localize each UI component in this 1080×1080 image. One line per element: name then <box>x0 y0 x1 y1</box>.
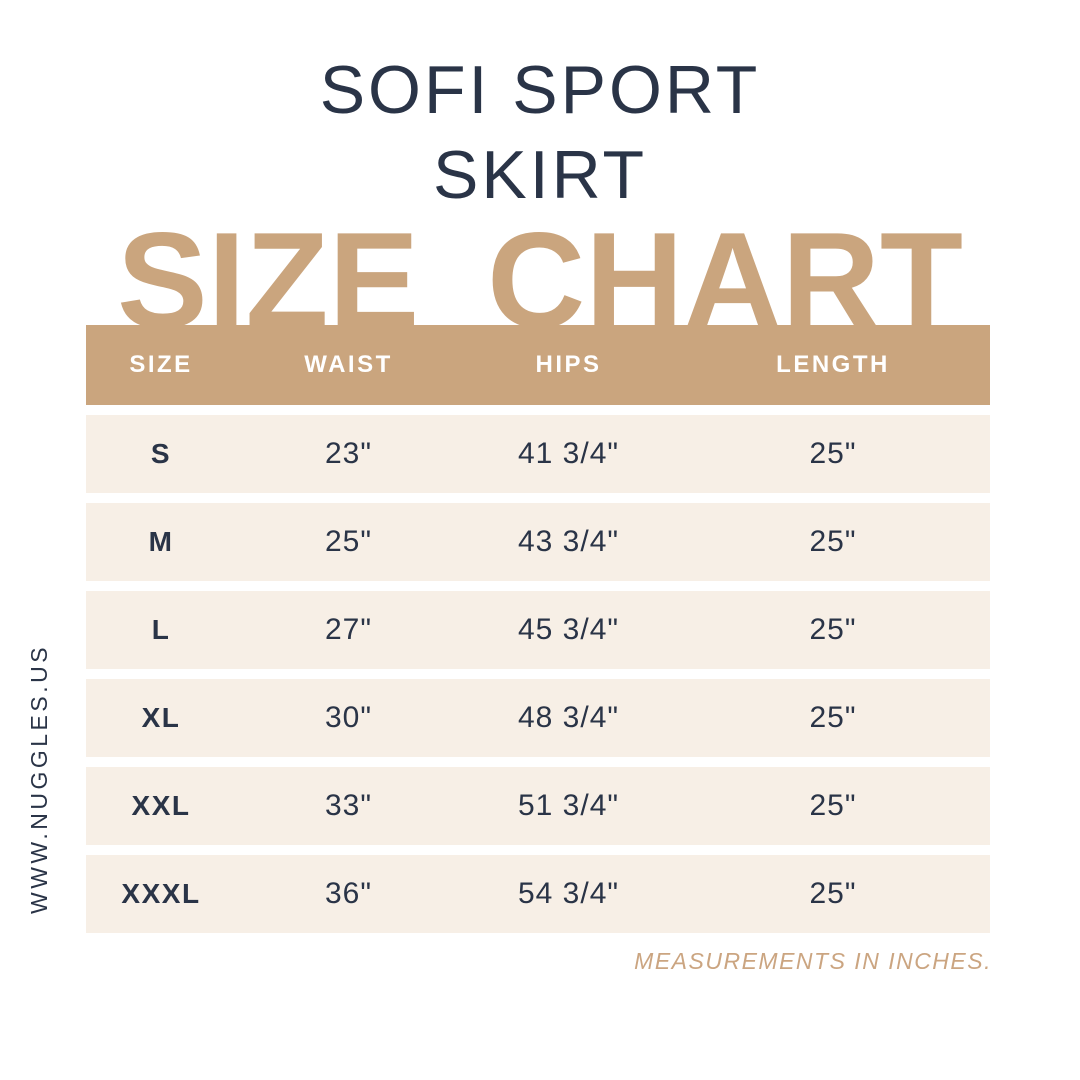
waist-value: 23" <box>324 437 373 470</box>
column-header-waist: WAIST <box>304 351 393 378</box>
waist-value: 25" <box>324 525 373 558</box>
waist-value: 33" <box>324 789 373 822</box>
product-title: SOFI SPORT SKIRT <box>0 0 1080 218</box>
size-label: M <box>148 526 174 557</box>
column-header-length: LENGTH <box>776 351 890 378</box>
table-row: L 27" 45 3/4" 25" <box>86 591 990 669</box>
table-row: M 25" 43 3/4" 25" <box>86 503 990 581</box>
length-value: 25" <box>809 789 857 822</box>
table-row: XXL 33" 51 3/4" 25" <box>86 767 990 845</box>
length-value: 25" <box>809 701 857 734</box>
size-label: L <box>151 614 171 645</box>
size-label: S <box>150 438 172 469</box>
length-value: 25" <box>809 525 857 558</box>
product-title-line1: SOFI SPORT <box>319 52 761 128</box>
column-header-hips: HIPS <box>535 351 602 378</box>
table-row: XXXL 36" 54 3/4" 25" <box>86 855 990 933</box>
hips-value: 45 3/4" <box>517 613 620 646</box>
measurements-footnote: MEASUREMENTS IN INCHES. <box>634 948 992 974</box>
hips-value: 41 3/4" <box>517 437 620 470</box>
waist-value: 36" <box>324 877 373 910</box>
hips-value: 51 3/4" <box>517 789 620 822</box>
hips-value: 43 3/4" <box>517 525 620 558</box>
product-title-line2: SKIRT <box>432 137 648 213</box>
length-value: 25" <box>809 437 857 470</box>
size-label: XXXL <box>121 878 201 909</box>
column-header-size: SIZE <box>129 351 193 378</box>
size-label: XL <box>141 702 181 733</box>
waist-value: 30" <box>324 701 373 734</box>
length-value: 25" <box>809 613 857 646</box>
size-table: SIZE WAIST HIPS LENGTH S 23" 41 3/4" 25"… <box>86 325 990 933</box>
length-value: 25" <box>809 877 857 910</box>
hips-value: 54 3/4" <box>517 877 620 910</box>
waist-value: 27" <box>324 613 373 646</box>
table-row: XL 30" 48 3/4" 25" <box>86 679 990 757</box>
website-url-vertical: WWW.NUGGLES.US <box>26 643 52 915</box>
table-header-row: SIZE WAIST HIPS LENGTH <box>86 325 990 405</box>
hips-value: 48 3/4" <box>517 701 620 734</box>
table-row: S 23" 41 3/4" 25" <box>86 415 990 493</box>
size-label: XXL <box>131 790 191 821</box>
